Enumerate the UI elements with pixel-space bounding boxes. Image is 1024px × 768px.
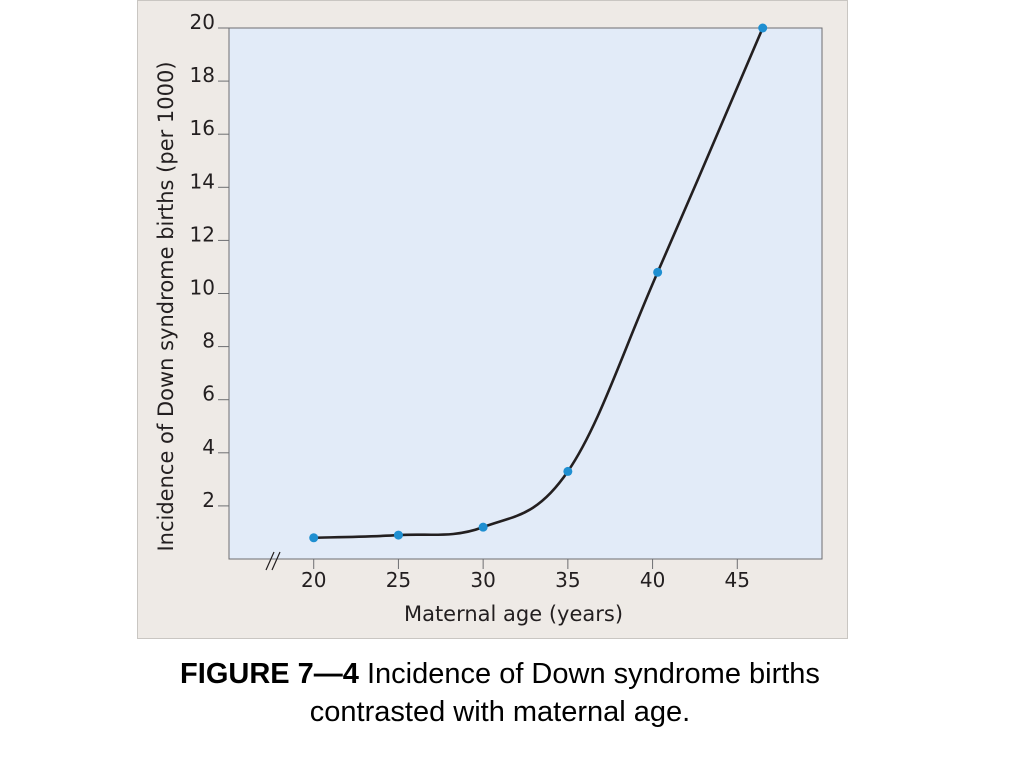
x-tick-label: 40 xyxy=(640,568,665,592)
data-point xyxy=(653,267,663,277)
x-axis-ticks: 20 25 30 35 40 45 xyxy=(301,559,750,592)
y-tick-label: 18 xyxy=(190,63,215,87)
y-tick-label: 10 xyxy=(190,276,215,300)
y-tick-label: 4 xyxy=(202,435,215,459)
axis-break-stroke xyxy=(271,551,281,571)
line-chart: 2 4 6 8 10 12 14 16 18 20 20 25 30 35 40 45 Maternal a… xyxy=(154,10,823,626)
y-tick-label: 16 xyxy=(190,116,215,140)
data-point xyxy=(758,23,768,33)
y-axis-title: Incidence of Down syndrome births (per 1… xyxy=(154,61,178,551)
data-point xyxy=(309,533,319,543)
data-point xyxy=(478,522,488,532)
caption-text-line2: contrasted with maternal age. xyxy=(309,696,691,728)
y-tick-label: 14 xyxy=(190,169,215,193)
caption-figure-number: 4 xyxy=(342,658,359,690)
x-tick-label: 45 xyxy=(725,568,750,592)
x-tick-label: 35 xyxy=(555,568,580,592)
y-axis-ticks: 2 4 6 8 10 12 14 16 18 20 xyxy=(190,10,229,512)
plot-area xyxy=(228,27,823,560)
axis-break-stroke xyxy=(265,551,275,571)
x-tick-label: 30 xyxy=(470,568,495,592)
series-points xyxy=(309,23,768,543)
caption-text-line1: Incidence of Down syndrome births xyxy=(358,658,820,690)
figure-caption: FIGURE 7—4 Incidence of Down syndrome bi… xyxy=(0,655,1000,731)
caption-figure-label: FIGURE 7 xyxy=(180,658,314,690)
x-axis-break-mark xyxy=(265,551,281,571)
x-tick-label: 20 xyxy=(301,568,326,592)
y-tick-label: 6 xyxy=(202,382,215,406)
y-tick-label: 12 xyxy=(190,222,215,246)
data-point xyxy=(563,466,573,476)
chart-frame: 2 4 6 8 10 12 14 16 18 20 20 25 30 35 40 45 Maternal a… xyxy=(137,0,848,639)
y-tick-label: 2 xyxy=(202,488,215,512)
y-tick-label: 8 xyxy=(202,329,215,353)
data-point xyxy=(393,530,403,540)
x-tick-label: 25 xyxy=(386,568,411,592)
x-axis-title: Maternal age (years) xyxy=(404,602,623,626)
caption-figure-dash: — xyxy=(313,658,343,690)
y-tick-label: 20 xyxy=(190,10,215,34)
